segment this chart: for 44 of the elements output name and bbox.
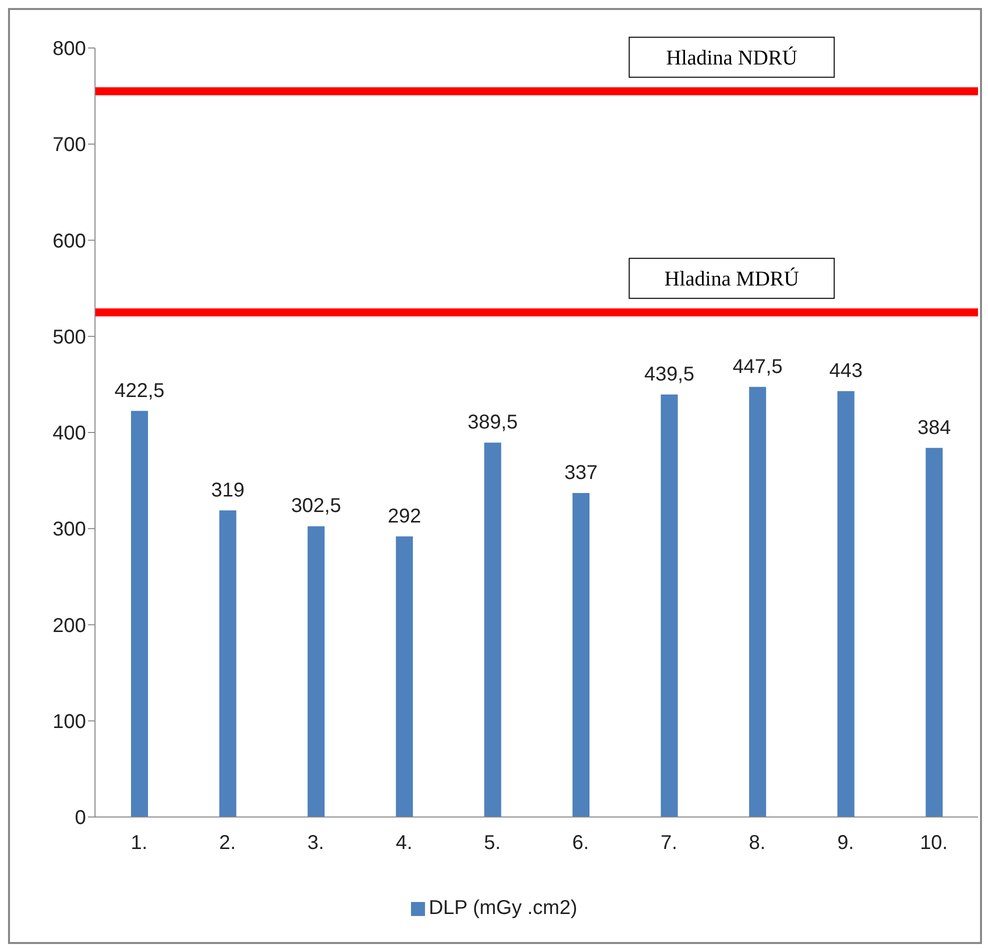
data-label: 319 (211, 479, 244, 502)
y-tick-label: 500 (52, 326, 86, 348)
x-tick-label: 9. (837, 832, 854, 854)
label-box: Hladina MDRÚ (628, 258, 835, 299)
y-tick-label: 0 (74, 807, 86, 830)
y-tick-label: 700 (52, 134, 86, 156)
y-tick-label: 800 (52, 38, 86, 60)
x-tick-label: 8. (748, 832, 766, 854)
ref-line-label: Hladina MDRÚ (664, 266, 800, 290)
bar (484, 442, 502, 817)
bar (308, 526, 325, 817)
data-label: 443 (829, 360, 863, 382)
x-tick-label: 3. (307, 832, 324, 854)
x-tick-label: 2. (219, 832, 236, 854)
y-tick-label: 200 (52, 614, 86, 637)
data-label: 447,5 (732, 356, 783, 378)
y-tick-label: 100 (52, 710, 86, 733)
bar (837, 391, 854, 817)
y-tick-label: 400 (52, 422, 86, 445)
bar (396, 536, 413, 817)
label-box: Hladina NDRÚ (628, 36, 835, 78)
ref-line-label: Hladina NDRÚ (666, 45, 798, 70)
bar (572, 493, 590, 817)
bar (131, 410, 148, 817)
data-label: 384 (918, 416, 951, 439)
data-label: 337 (564, 462, 598, 484)
y-tick-label: 600 (52, 230, 86, 252)
data-label: 292 (388, 505, 422, 528)
data-label: 439,5 (644, 364, 694, 386)
legend-label: DLP (mGy .cm2) (428, 897, 578, 919)
data-label: 422,5 (114, 380, 165, 402)
x-tick-label: 4. (396, 832, 412, 854)
bar (926, 448, 943, 817)
bar (219, 510, 236, 817)
x-tick-label: 1. (130, 832, 148, 854)
y-tick-label: 300 (52, 518, 86, 541)
data-label: 302,5 (291, 495, 342, 518)
x-tick-label: 6. (572, 832, 589, 854)
x-tick-label: 7. (660, 832, 678, 854)
bar (660, 394, 678, 817)
bar (749, 386, 766, 817)
x-tick-label: 5. (484, 832, 501, 854)
data-label: 389,5 (468, 412, 518, 434)
x-tick-label: 10. (920, 832, 948, 854)
